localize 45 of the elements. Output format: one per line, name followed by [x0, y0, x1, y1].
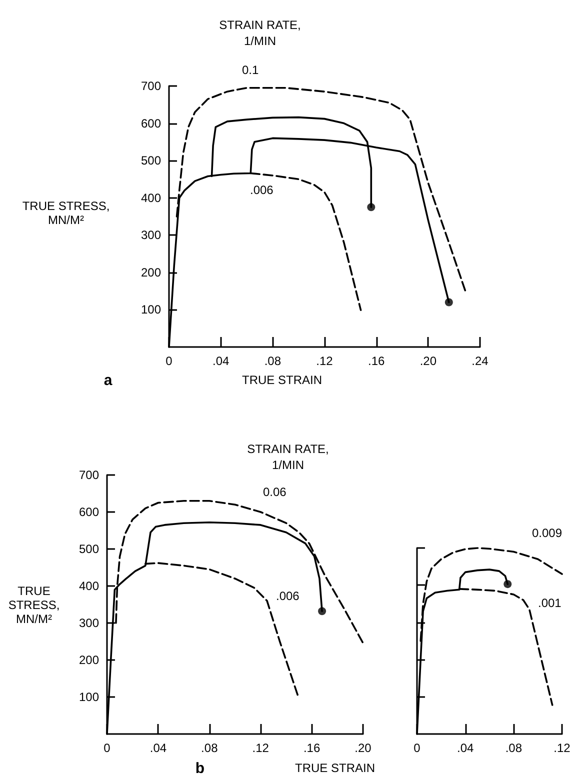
y-tick-label: 300	[78, 616, 100, 630]
annotation: .006	[276, 589, 300, 603]
x-tick-label: .12	[316, 354, 334, 368]
text: 0.1	[242, 63, 260, 77]
x-tick-label: 0	[414, 741, 421, 755]
x-axis-title: TRUE STRAIN	[242, 373, 322, 387]
chart-title: STRAIN RATE, 1/MIN	[247, 442, 329, 472]
x-tick-label: .04	[456, 741, 474, 755]
x-tick-label: .08	[264, 354, 282, 368]
y-tick-label: 300	[140, 228, 162, 242]
text: a	[104, 372, 113, 389]
y-tick-label: 400	[78, 579, 100, 593]
x-tick-label: 0	[166, 354, 173, 368]
x-tick-label: .08	[505, 741, 522, 755]
y-tick-label: 100	[78, 690, 100, 704]
y-tick-label: 200	[140, 265, 162, 280]
y-tick-label: 200	[78, 653, 100, 667]
y-tick-label: 600	[140, 116, 162, 130]
y-tick-label: 100	[140, 302, 162, 317]
y-axis-title: TRUE STRESS, MN/M²	[8, 584, 60, 626]
text: 0.009	[532, 526, 562, 540]
y-tick-label: 700	[140, 79, 162, 93]
chart-title: STRAIN RATE, 1/MIN	[219, 18, 301, 48]
x-axis-title: TRUE STRAIN	[294, 761, 376, 775]
x-tick-label: .20	[420, 354, 437, 368]
annotation: .001	[538, 596, 562, 610]
x-tick-label: .12	[554, 741, 571, 755]
x-tick-label: .08	[201, 741, 218, 755]
x-tick-label: .04	[212, 354, 230, 368]
x-tick-label: .24	[472, 354, 489, 368]
y-tick-label: 500	[140, 154, 162, 168]
x-tick-label: .04	[150, 741, 167, 755]
annotation: .006	[250, 183, 274, 197]
annotation: 0.06	[263, 485, 287, 499]
x-tick-label: 0	[104, 741, 111, 755]
text: b	[195, 760, 205, 776]
y-tick-label: 700	[78, 468, 100, 482]
x-tick-label: .16	[303, 741, 320, 755]
x-tick-label: .20	[354, 741, 372, 755]
y-tick-label: 600	[78, 505, 100, 519]
y-tick-label: 500	[78, 542, 100, 556]
x-tick-label: .16	[368, 354, 385, 368]
y-axis-title: TRUE STRESS, MN/M²	[22, 199, 110, 227]
x-tick-label: .12	[252, 741, 270, 755]
y-tick-label: 400	[140, 190, 162, 205]
